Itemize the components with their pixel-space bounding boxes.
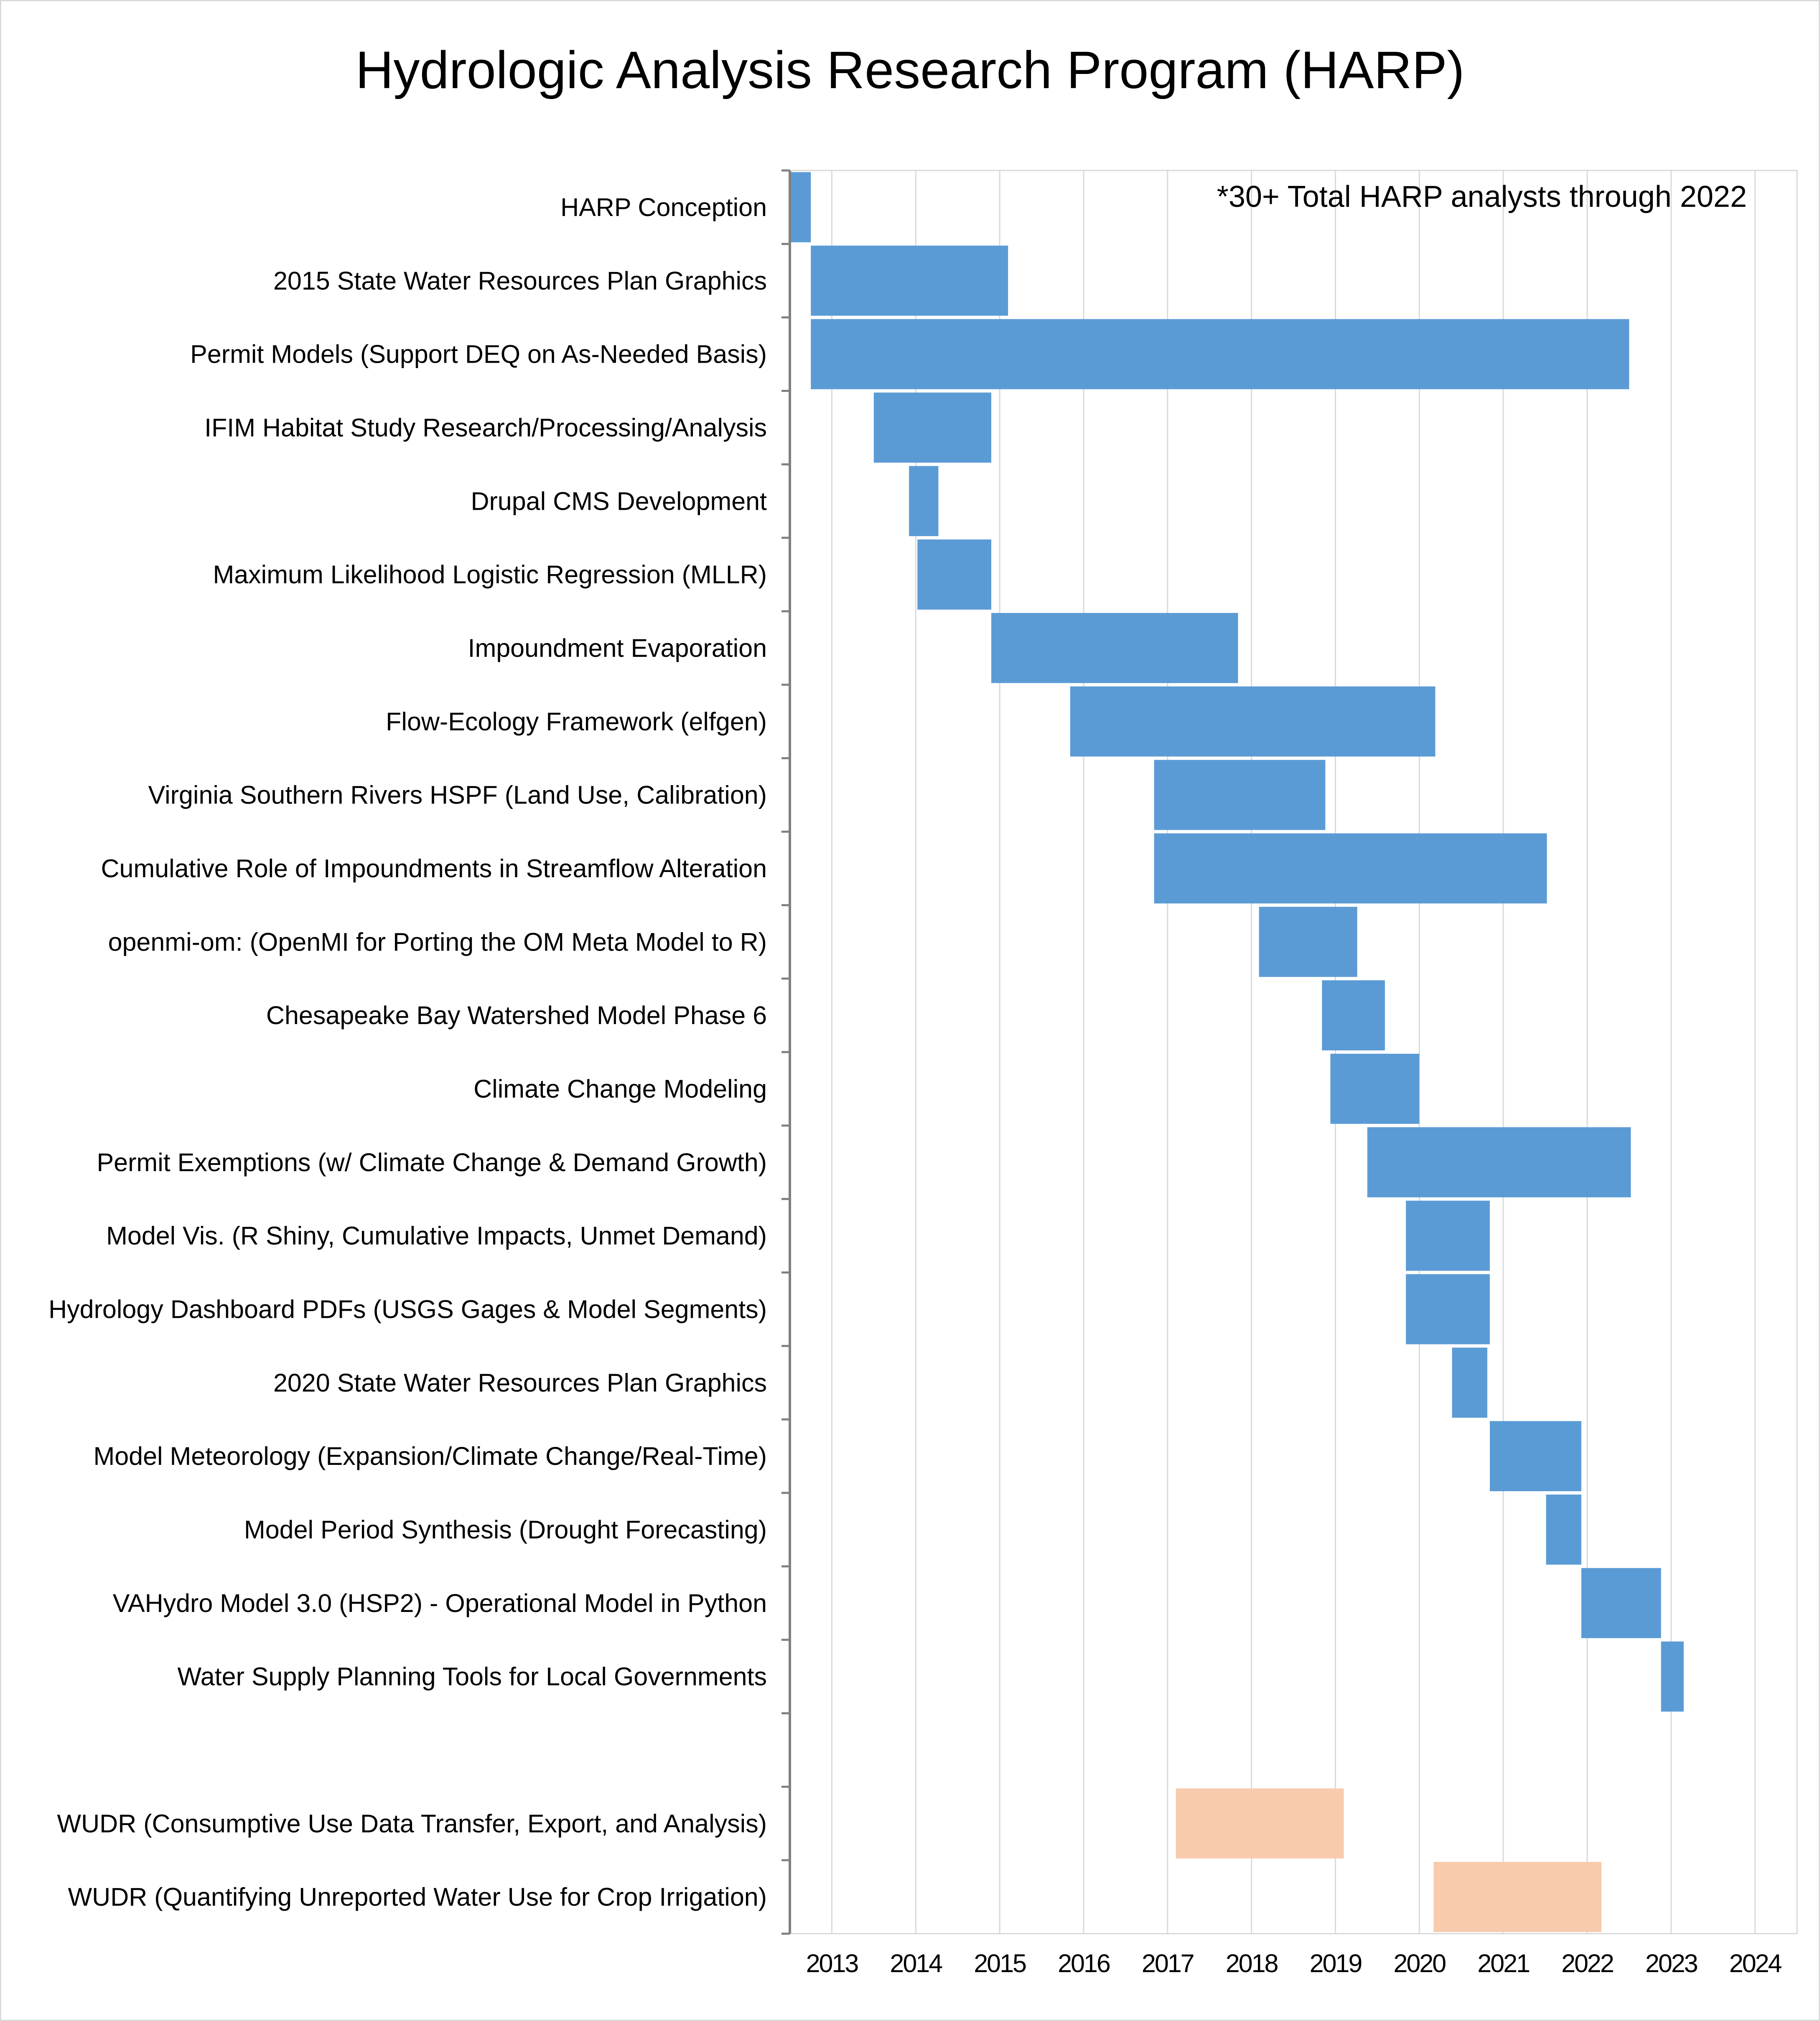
x-tick-label: 2015 — [974, 1949, 1026, 1978]
task-bar — [1322, 980, 1385, 1050]
x-tick-label: 2019 — [1310, 1949, 1362, 1978]
x-tick-label: 2018 — [1226, 1949, 1278, 1978]
task-label: Model Period Synthesis (Drought Forecast… — [244, 1515, 767, 1544]
task-label: HARP Conception — [560, 193, 767, 221]
task-bar — [1330, 1054, 1420, 1124]
task-label: Impoundment Evaporation — [468, 634, 767, 662]
x-tick-label: 2021 — [1477, 1949, 1529, 1978]
chart-title: Hydrologic Analysis Research Program (HA… — [355, 41, 1465, 99]
task-bar — [1367, 1127, 1631, 1197]
task-label: Flow-Ecology Framework (elfgen) — [386, 707, 767, 736]
annotation-text: *30+ Total HARP analysts through 2022 — [1217, 180, 1747, 214]
x-tick-label: 2020 — [1393, 1949, 1446, 1978]
task-label: Hydrology Dashboard PDFs (USGS Gages & M… — [48, 1295, 767, 1323]
x-tick-label: 2017 — [1142, 1949, 1194, 1978]
task-label: Model Meteorology (Expansion/Climate Cha… — [93, 1442, 767, 1470]
x-tick-label: 2023 — [1645, 1949, 1698, 1978]
task-label: Water Supply Planning Tools for Local Go… — [177, 1663, 767, 1691]
task-bar — [1154, 760, 1326, 830]
task-bar — [1661, 1641, 1684, 1712]
task-label: 2020 State Water Resources Plan Graphics — [273, 1368, 767, 1397]
task-bar — [811, 245, 1008, 316]
task-bar — [1452, 1347, 1487, 1418]
task-label: Virginia Southern Rivers HSPF (Land Use,… — [148, 781, 767, 809]
task-label: Permit Exemptions (w/ Climate Change & D… — [97, 1148, 767, 1177]
task-bar — [1154, 833, 1547, 904]
x-tick-label: 2016 — [1058, 1949, 1110, 1978]
task-label: Chesapeake Bay Watershed Model Phase 6 — [266, 1001, 767, 1030]
x-tick-label: 2013 — [806, 1949, 858, 1978]
task-label: Drupal CMS Development — [471, 487, 767, 515]
x-tick-label: 2022 — [1561, 1949, 1613, 1978]
task-bar — [1176, 1788, 1344, 1859]
task-bar — [1433, 1862, 1602, 1932]
task-bar — [790, 172, 811, 242]
task-label: 2015 State Water Resources Plan Graphics — [273, 267, 767, 295]
task-label: Permit Models (Support DEQ on As-Needed … — [190, 340, 767, 369]
x-tick-label: 2014 — [890, 1949, 942, 1978]
task-bar — [1259, 907, 1357, 977]
task-label: Climate Change Modeling — [473, 1075, 767, 1103]
task-bar — [917, 539, 991, 610]
task-bar — [1546, 1495, 1581, 1565]
task-bar — [991, 613, 1238, 683]
task-bar — [1406, 1200, 1490, 1271]
task-bar — [1581, 1568, 1661, 1638]
task-bar — [873, 392, 991, 463]
task-label: WUDR (Consumptive Use Data Transfer, Exp… — [57, 1809, 767, 1838]
task-bar — [909, 466, 939, 536]
x-tick-label: 2024 — [1729, 1949, 1782, 1978]
task-bar — [1070, 686, 1436, 757]
task-label: WUDR (Quantifying Unreported Water Use f… — [68, 1883, 767, 1911]
task-bar — [1406, 1274, 1490, 1345]
task-label: IFIM Habitat Study Research/Processing/A… — [204, 413, 767, 442]
task-label: Maximum Likelihood Logistic Regression (… — [213, 560, 767, 589]
task-label: Model Vis. (R Shiny, Cumulative Impacts,… — [106, 1222, 767, 1250]
task-bar — [1489, 1421, 1581, 1491]
task-bar — [811, 319, 1629, 389]
task-label: VAHydro Model 3.0 (HSP2) - Operational M… — [113, 1589, 767, 1617]
task-label: Cumulative Role of Impoundments in Strea… — [101, 854, 767, 882]
task-label: openmi-om: (OpenMI for Porting the OM Me… — [108, 928, 767, 956]
